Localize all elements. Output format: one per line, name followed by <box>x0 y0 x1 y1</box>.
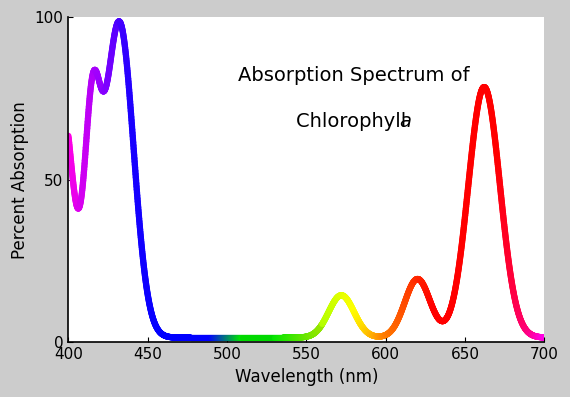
X-axis label: Wavelength (nm): Wavelength (nm) <box>235 368 378 386</box>
Text: Chlorophyll: Chlorophyll <box>296 112 412 131</box>
Text: a: a <box>399 112 412 131</box>
Y-axis label: Percent Absorption: Percent Absorption <box>11 101 29 259</box>
Text: Absorption Spectrum of: Absorption Spectrum of <box>238 66 470 85</box>
